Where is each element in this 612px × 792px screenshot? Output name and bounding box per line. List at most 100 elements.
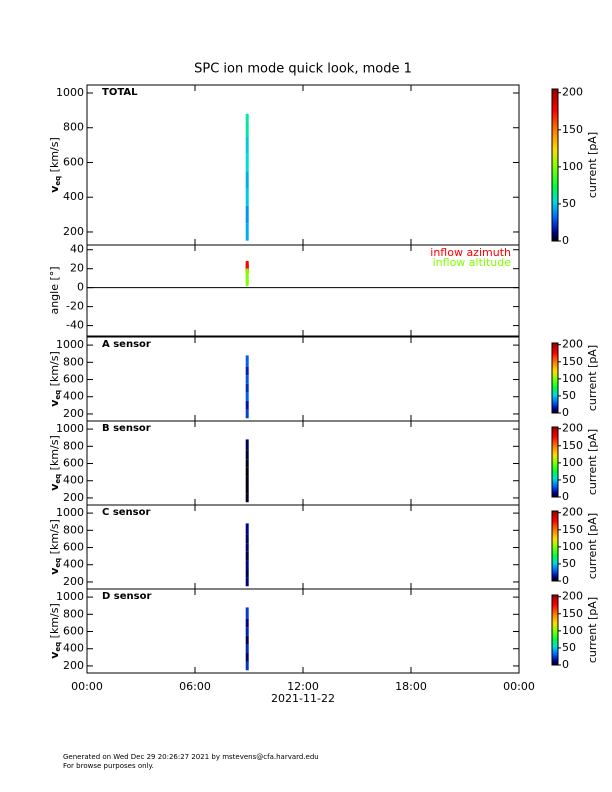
colorbar-tick-label: 0 <box>562 574 569 587</box>
y-tick-label: 800 <box>63 121 84 134</box>
point <box>245 276 249 283</box>
colorbar-label: current [pA] <box>586 132 599 198</box>
point <box>245 260 249 267</box>
colorbar-tick-label: 100 <box>562 160 583 173</box>
y-tick-label: 40 <box>70 243 84 256</box>
heatmap-cell <box>245 534 249 544</box>
y-tick-label: 1000 <box>56 86 84 99</box>
colorbar-tick-label: 50 <box>562 557 576 570</box>
y-tick-label: 400 <box>63 190 84 203</box>
y-axis-label: veq [km/s] <box>48 351 62 407</box>
y-tick-label: 200 <box>63 575 84 588</box>
y-tick-label: 1000 <box>56 506 84 519</box>
x-tick-label: 12:00 <box>287 680 319 693</box>
point <box>245 268 249 275</box>
colorbar-tick-label: 150 <box>562 523 583 536</box>
heatmap-cell <box>245 635 249 645</box>
chart-title: SPC ion mode quick look, mode 1 <box>194 62 412 77</box>
y-tick-label: 600 <box>63 625 84 638</box>
y-tick-label: 400 <box>63 474 84 487</box>
colorbar-tick-label: 0 <box>562 406 569 419</box>
y-tick-label: 800 <box>63 355 84 368</box>
y-axis-label: eq <box>54 642 62 652</box>
y-axis-label: veq [km/s] <box>48 603 62 659</box>
plot-frame <box>86 588 520 674</box>
y-axis-label: v <box>48 483 61 491</box>
y-axis-label: v <box>48 399 61 407</box>
footer: Generated on Wed Dec 29 20:26:27 2021 by… <box>63 753 319 761</box>
y-tick-label: 0 <box>77 281 84 294</box>
colorbar-tick-label: 50 <box>562 389 576 402</box>
colorbar <box>551 342 559 414</box>
y-axis-label: v <box>48 185 61 193</box>
y-axis-label: [km/s] <box>48 351 61 386</box>
heatmap-cell <box>245 653 249 662</box>
y-tick-label: -20 <box>66 300 84 313</box>
heatmap-cell <box>245 543 249 552</box>
heatmap-cell <box>245 569 249 578</box>
heatmap-cell <box>245 560 249 570</box>
colorbar-tick-label: 200 <box>562 338 583 351</box>
y-tick-label: 400 <box>63 558 84 571</box>
heatmap-cell <box>245 375 249 384</box>
panel-label: B sensor <box>102 423 151 434</box>
colorbar-tick-label: 0 <box>562 658 569 671</box>
y-axis-label: eq <box>54 176 62 186</box>
heatmap-cell <box>245 383 249 393</box>
panel-label: D sensor <box>102 591 151 602</box>
x-tick-label: 00:00 <box>503 680 535 693</box>
heatmap-cell <box>245 136 249 154</box>
colorbar-tick-label: 150 <box>562 123 583 136</box>
plot-frame <box>86 504 520 590</box>
plot-frame <box>86 336 520 422</box>
colorbar <box>551 594 559 666</box>
y-tick-label: 1000 <box>56 590 84 603</box>
colorbar-tick-label: 100 <box>562 624 583 637</box>
heatmap-cell <box>245 205 249 224</box>
y-tick-label: 800 <box>63 607 84 620</box>
heatmap-cell <box>245 223 249 241</box>
heatmap-cell <box>245 188 249 206</box>
y-axis-label: eq <box>54 558 62 568</box>
y-tick-label: -40 <box>66 319 84 332</box>
y-tick-label: 200 <box>63 491 84 504</box>
colorbar-tick-label: 50 <box>562 197 576 210</box>
heatmap-cell <box>245 439 249 451</box>
y-axis-label: eq <box>54 474 62 484</box>
colorbar-tick-label: 200 <box>562 422 583 435</box>
y-tick-label: 20 <box>70 262 84 275</box>
colorbar <box>551 426 559 498</box>
point <box>245 279 249 286</box>
footer: For browse purposes only. <box>63 762 154 770</box>
y-axis-label: angle [°] <box>48 266 61 314</box>
point <box>245 272 249 279</box>
colorbar-tick-label: 50 <box>562 641 576 654</box>
colorbar-tick-label: 0 <box>562 490 569 503</box>
y-tick-label: 600 <box>63 373 84 386</box>
plot-frame <box>86 420 520 506</box>
heatmap-cell <box>245 485 249 494</box>
y-axis-label: veq [km/s] <box>48 519 62 575</box>
heatmap-cell <box>245 153 249 172</box>
colorbar-label: current [pA] <box>586 429 599 495</box>
heatmap-cell <box>245 409 249 419</box>
heatmap-cell <box>245 476 249 486</box>
colorbar-tick-label: 150 <box>562 607 583 620</box>
panel-label: C sensor <box>102 507 150 518</box>
heatmap-cell <box>245 493 249 503</box>
panel-label: TOTAL <box>102 87 138 98</box>
y-tick-label: 200 <box>63 659 84 672</box>
colorbar-tick-label: 100 <box>562 372 583 385</box>
y-tick-label: 1000 <box>56 338 84 351</box>
heatmap-cell <box>245 450 249 460</box>
colorbar-tick-label: 100 <box>562 540 583 553</box>
colorbar-tick-label: 200 <box>562 506 583 519</box>
colorbar <box>551 88 559 242</box>
colorbar-label: current [pA] <box>586 513 599 579</box>
x-tick-label: 00:00 <box>71 680 103 693</box>
y-axis-label: eq <box>54 390 62 400</box>
y-tick-label: 200 <box>63 407 84 420</box>
colorbar-tick-label: 50 <box>562 473 576 486</box>
colorbar-tick-label: 200 <box>562 590 583 603</box>
